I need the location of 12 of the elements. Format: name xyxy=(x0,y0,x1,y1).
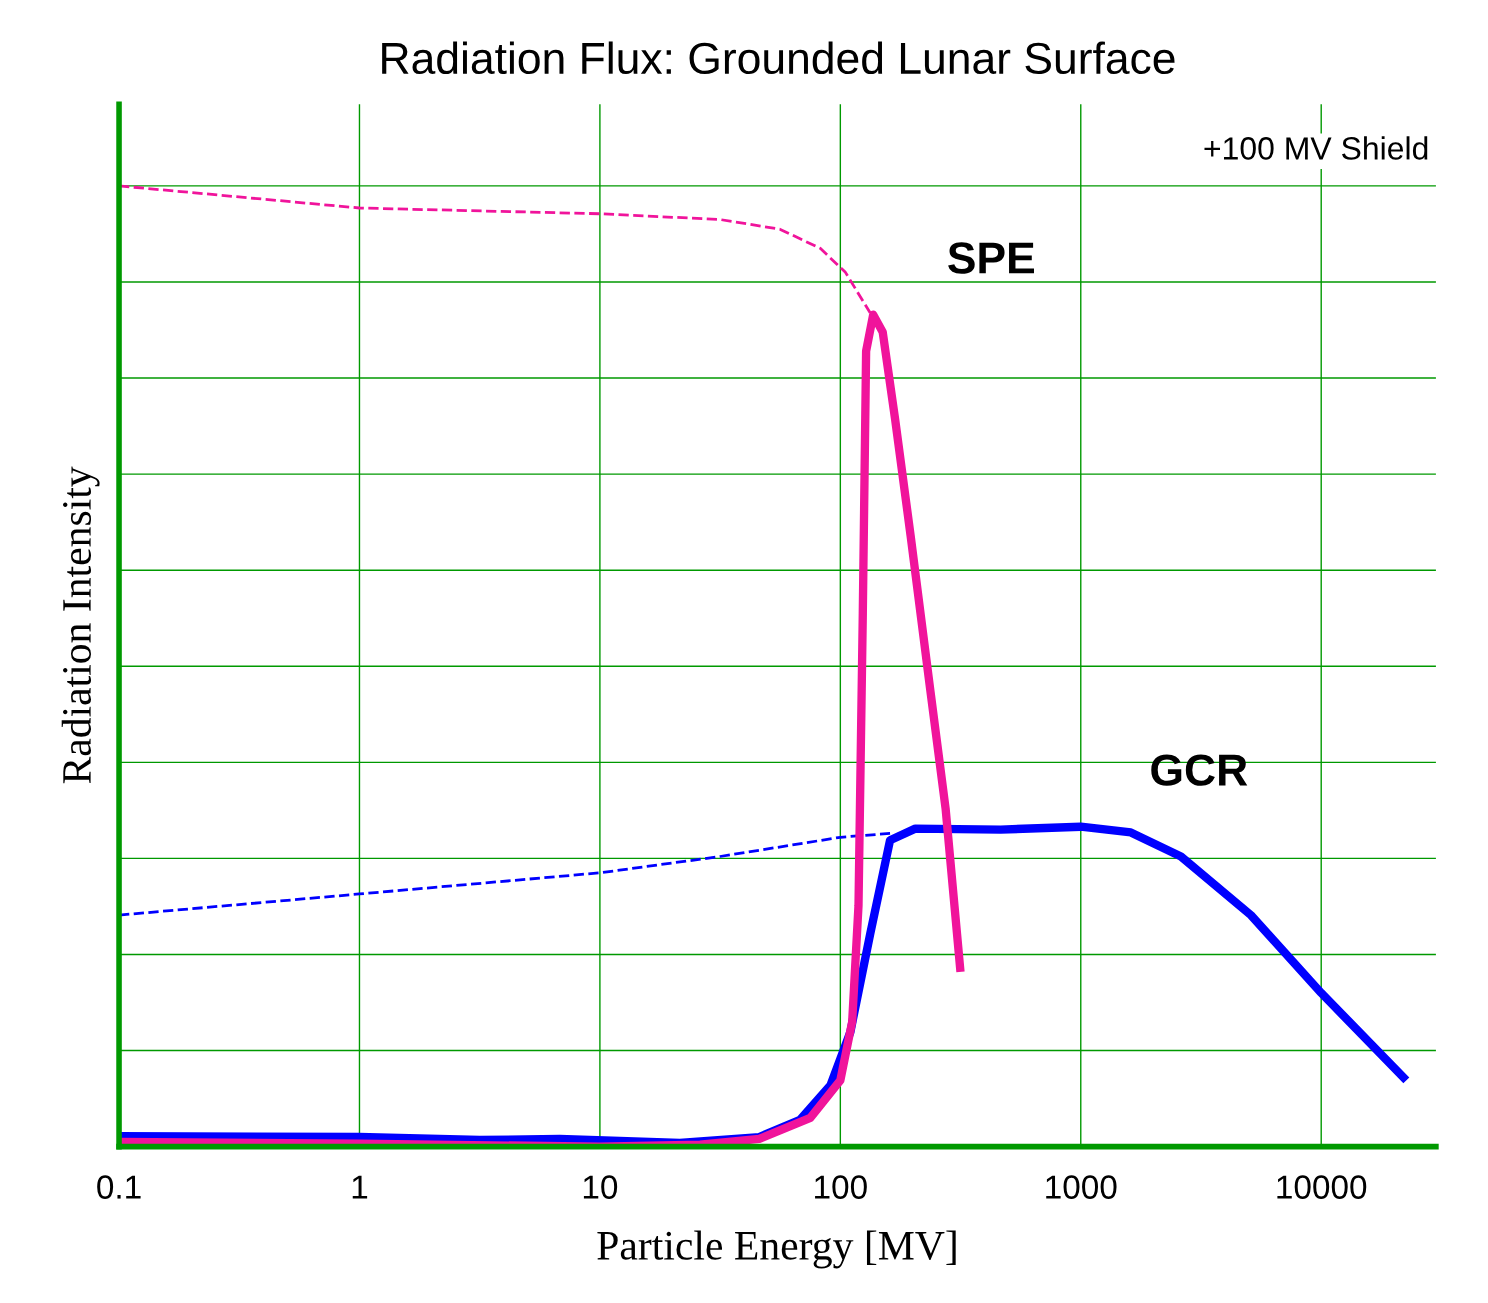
x-tick-label: 1000 xyxy=(1046,1175,1117,1199)
series-label: GCR xyxy=(1151,754,1248,786)
x-tick-label: 10 xyxy=(583,1175,618,1199)
x-tick-label: 10000 xyxy=(1277,1175,1367,1199)
chart-title: Radiation Flux: Grounded Lunar Surface xyxy=(382,41,1175,75)
y-axis-title: Radiation Intensity xyxy=(61,466,100,784)
x-tick-label: 100 xyxy=(815,1175,867,1199)
x-tick-label: 0.1 xyxy=(97,1175,141,1199)
x-axis-title: Particle Energy [MV] xyxy=(597,1230,956,1269)
series-label: SPE xyxy=(948,242,1034,274)
text: +100 MV Shield xyxy=(1204,136,1428,160)
x-tick-label: 1 xyxy=(352,1175,368,1199)
